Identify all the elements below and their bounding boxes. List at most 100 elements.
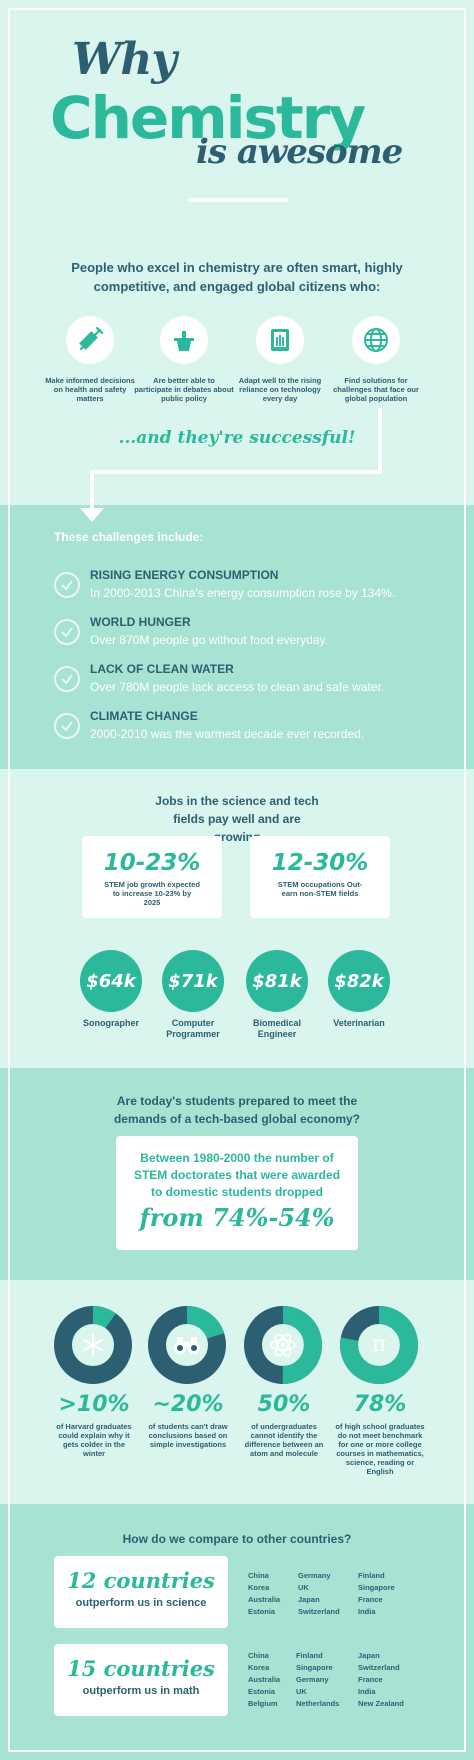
title-why: Why <box>72 34 177 85</box>
challenge-item: LACK OF CLEAN WATER Over 780M people lac… <box>54 662 434 702</box>
header-section <box>0 0 474 505</box>
country: Korea <box>248 1583 270 1592</box>
podium-icon <box>160 316 208 364</box>
science-count: 12 countries <box>67 1568 215 1593</box>
donut-chart: π <box>340 1306 418 1384</box>
challenge-text: 2000-2010 was the warmest decade ever re… <box>90 727 365 741</box>
country: Finland <box>296 1651 323 1660</box>
salary-label: Veterinarian <box>333 1018 385 1028</box>
country: Switzerland <box>358 1663 400 1672</box>
salary-label: Biomedical Engineer <box>252 1018 301 1039</box>
salary-circle: $64k <box>80 950 142 1012</box>
challenge-title: LACK OF CLEAN WATER <box>90 662 234 676</box>
country: China <box>248 1571 269 1580</box>
arrow-line <box>90 470 94 508</box>
country: Australia <box>248 1595 281 1604</box>
check-icon <box>54 666 80 692</box>
country: India <box>358 1687 376 1696</box>
country: Estonia <box>248 1687 276 1696</box>
prepared-value: from 74%-54% <box>139 1203 335 1232</box>
country-list: Finland Singapore France India <box>358 1570 395 1618</box>
country: Japan <box>298 1595 320 1604</box>
donut-percent: 50% <box>257 1392 311 1417</box>
donut-caption: of Harvard graduates could explain why i… <box>56 1422 132 1458</box>
binoculars-icon <box>173 1334 201 1356</box>
math-card: 15 countries outperform us in math <box>54 1644 228 1716</box>
country-list: Finland Singapore Germany UK Netherlands <box>296 1650 339 1710</box>
stat-value: 12-30% <box>271 850 369 876</box>
salary-label: Computer Programmer <box>166 1018 220 1039</box>
country: Germany <box>298 1571 331 1580</box>
syringe-icon <box>66 316 114 364</box>
math-count: 15 countries <box>67 1656 215 1681</box>
country: Japan <box>358 1651 380 1660</box>
challenge-title: WORLD HUNGER <box>90 615 191 629</box>
arrow-down-icon <box>80 508 104 522</box>
challenge-item: RISING ENERGY CONSUMPTION In 2000-2013 C… <box>54 568 434 608</box>
country: France <box>358 1595 383 1604</box>
science-card: 12 countries outperform us in science <box>54 1556 228 1628</box>
arrow-line <box>90 470 382 474</box>
compare-heading: How do we compare to other countries? <box>122 1532 352 1546</box>
donut-caption: of high school graduates do not meet ben… <box>335 1422 425 1476</box>
challenge-title: RISING ENERGY CONSUMPTION <box>90 568 279 582</box>
stat-card: 12-30% STEM occupations Out-earn non-STE… <box>250 836 390 918</box>
trait-caption-1: Make informed decisions on health and sa… <box>45 376 135 403</box>
donut-chart <box>244 1306 322 1384</box>
salary-circle: $82k <box>328 950 390 1012</box>
country: Australia <box>248 1675 281 1684</box>
math-caption: outperform us in math <box>82 1685 200 1697</box>
prepared-text: Between 1980-2000 the number of STEM doc… <box>133 1151 341 1199</box>
donut-chart <box>148 1306 226 1384</box>
donut-chart <box>54 1306 132 1384</box>
check-icon <box>54 572 80 598</box>
country-list: China Korea Australia Estonia <box>248 1570 280 1618</box>
atom-icon <box>269 1331 297 1359</box>
salary-label: Sonographer <box>82 1018 139 1028</box>
challenges-heading: These challenges include: <box>54 530 204 544</box>
trait-caption-4: Find solutions for challenges that face … <box>333 376 419 403</box>
country: Singapore <box>296 1663 333 1672</box>
title-divider <box>188 198 288 202</box>
country-list: Germany UK Japan Switzerland <box>298 1570 340 1618</box>
donut-caption: of students can't draw conclusions based… <box>148 1422 228 1449</box>
check-icon <box>54 713 80 739</box>
country: Germany <box>296 1675 329 1684</box>
salary-circle: $81k <box>246 950 308 1012</box>
successful-text: ...and they're successful! <box>118 428 356 448</box>
donut-percent: 78% <box>353 1392 407 1417</box>
check-icon <box>54 619 80 645</box>
intro-text: People who excel in chemistry are often … <box>71 260 403 294</box>
trait-caption-2: Are better able to participate in debate… <box>134 376 234 403</box>
country: France <box>358 1675 383 1684</box>
prepared-heading: Are today's students prepared to meet th… <box>113 1094 361 1126</box>
country: Finland <box>358 1571 385 1580</box>
challenge-text: In 2000-2013 China's energy consumption … <box>90 586 396 600</box>
salary-circle: $71k <box>162 950 224 1012</box>
challenge-title: CLIMATE CHANGE <box>90 709 198 723</box>
country: China <box>248 1651 269 1660</box>
science-caption: outperform us in science <box>75 1597 207 1609</box>
jobs-section <box>0 769 474 1068</box>
hand-device-icon <box>256 316 304 364</box>
donut-caption: of undergraduates cannot identify the di… <box>244 1422 324 1458</box>
challenge-item: CLIMATE CHANGE 2000-2010 was the warmest… <box>54 709 434 749</box>
country: Switzerland <box>298 1607 340 1616</box>
country-list: Japan Switzerland France India New Zeala… <box>358 1650 404 1710</box>
donut-percent: ~20% <box>152 1392 224 1417</box>
country: Estonia <box>248 1607 276 1616</box>
stat-caption: STEM job growth expected to increase 10-… <box>104 880 200 907</box>
country: Netherlands <box>296 1699 340 1708</box>
country: UK <box>298 1583 309 1592</box>
snowflake-icon <box>81 1333 105 1357</box>
globe-icon <box>352 316 400 364</box>
stat-card: 10-23% STEM job growth expected to incre… <box>82 836 222 918</box>
title-is-awesome: is awesome <box>196 132 403 172</box>
compare-section <box>0 1504 474 1760</box>
country: Korea <box>248 1663 270 1672</box>
stat-caption: STEM occupations Out-earn non-STEM field… <box>277 880 363 898</box>
prepared-card: Between 1980-2000 the number of STEM doc… <box>116 1136 358 1250</box>
country: Singapore <box>358 1583 395 1592</box>
arrow-line <box>378 408 382 474</box>
jobs-heading: Jobs in the science and tech fields pay … <box>155 794 319 844</box>
